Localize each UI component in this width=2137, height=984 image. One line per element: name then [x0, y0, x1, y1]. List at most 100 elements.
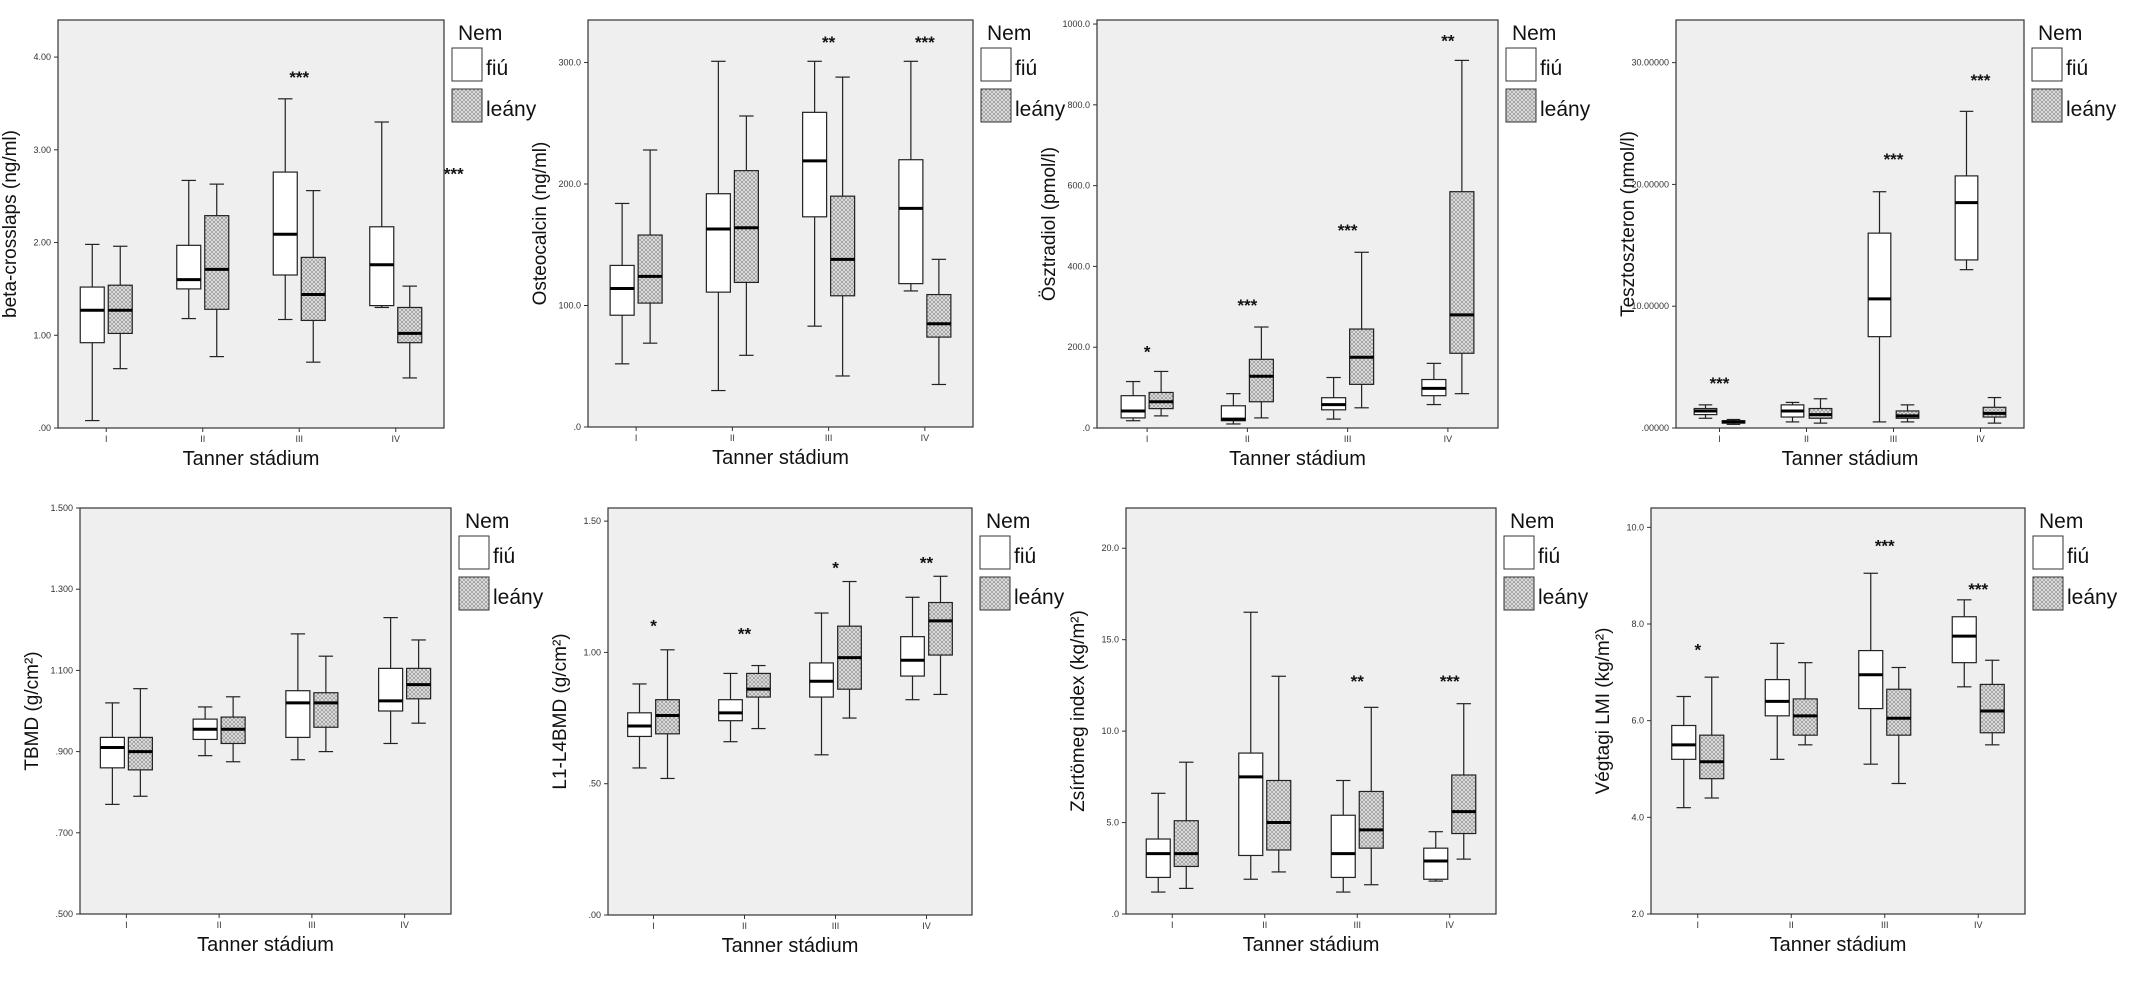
y-tick-label: 400.0	[1067, 261, 1090, 271]
legend: Nem fiú leány	[979, 510, 1065, 611]
x-axis-label: Tanner stádium	[722, 935, 859, 957]
legend: Nem fiú leány	[2031, 22, 2117, 123]
y-tick-label: .0	[1111, 909, 1119, 919]
x-tick-label: I	[635, 433, 638, 443]
x-tick-label: II	[730, 433, 735, 443]
box-female-IV	[397, 285, 423, 379]
box-male-II	[1764, 642, 1790, 760]
significance-marker: ***	[1968, 580, 1988, 599]
box-male-II	[705, 60, 731, 392]
y-tick-label: 10.0	[1626, 522, 1644, 532]
box-male-III	[802, 60, 828, 327]
y-tick-label: 10.00000	[1631, 301, 1669, 311]
significance-marker: ***	[1237, 296, 1257, 315]
iqr-box	[397, 306, 423, 344]
box-female-II	[746, 664, 771, 730]
legend-entry: leány	[2066, 98, 2117, 121]
box-male-III	[285, 633, 311, 761]
box-male-II	[176, 179, 202, 320]
box-female-II	[1266, 675, 1292, 873]
box-female-IV	[1451, 703, 1477, 860]
legend-entry: fiú	[486, 57, 508, 80]
box-female-III	[300, 190, 326, 363]
legend-swatch-male	[1505, 47, 1537, 82]
x-axis-label: Tanner stádium	[183, 448, 320, 470]
legend-swatch-male	[458, 535, 490, 570]
legend: Nem fiú leány	[458, 510, 544, 611]
x-tick-label: IV	[922, 921, 931, 931]
iqr-box	[272, 171, 298, 276]
box-female-I	[1699, 676, 1725, 799]
iqr-box	[802, 111, 828, 218]
y-axis-label: beta-crosslaps (ng/ml)	[0, 130, 21, 318]
iqr-box	[1671, 724, 1697, 760]
y-axis-label: L1-L4BMD (g/cm²)	[550, 633, 571, 789]
iqr-box	[1423, 847, 1449, 880]
legend-swatch-male	[451, 47, 483, 82]
box-female-II	[204, 183, 230, 358]
box-male-I	[1120, 380, 1146, 422]
box-female-III	[1895, 404, 1920, 423]
legend-entry: leány	[493, 586, 544, 609]
y-tick-label: 1.500	[50, 503, 73, 513]
legend-swatch-male	[2032, 535, 2064, 570]
box-male-IV	[1951, 599, 1977, 688]
legend: Nem fiú leány	[451, 22, 537, 123]
iqr-box	[1867, 232, 1892, 338]
iqr-box	[1330, 814, 1356, 879]
y-tick-label: .0	[1082, 423, 1090, 433]
legend-title: Nem	[1512, 22, 1556, 45]
x-axis-label: Tanner stádium	[1243, 934, 1380, 956]
box-male-I	[1693, 404, 1718, 419]
legend-entry: leány	[1538, 586, 1589, 609]
box-male-IV	[898, 60, 924, 292]
y-tick-label: 20.0	[1101, 543, 1119, 553]
y-tick-label: 10.0	[1101, 726, 1119, 736]
legend-entry: fiú	[1015, 57, 1037, 80]
significance-marker: *	[650, 616, 657, 635]
legend-title: Nem	[987, 22, 1031, 45]
y-tick-label: 600.0	[1067, 181, 1090, 191]
y-tick-label: 1.50	[583, 516, 601, 526]
x-tick-label: IV	[1976, 434, 1985, 444]
y-tick-label: 200.0	[1067, 342, 1090, 352]
legend-entry: leány	[1014, 586, 1065, 609]
iqr-box	[285, 690, 311, 738]
y-tick-label: 4.0	[1631, 812, 1644, 822]
iqr-box	[1266, 779, 1292, 851]
box-female-II	[220, 696, 246, 763]
iqr-box	[1951, 616, 1977, 664]
iqr-box	[1220, 405, 1246, 422]
iqr-box	[1858, 649, 1884, 710]
y-tick-label: 30.00000	[1631, 58, 1669, 68]
y-tick-label: 3.00	[33, 145, 51, 155]
iqr-box	[609, 264, 635, 316]
box-female-IV	[1979, 659, 2005, 746]
box-male-III	[809, 612, 834, 756]
box-male-I	[99, 702, 125, 805]
x-tick-label: IV	[1445, 920, 1454, 930]
significance-marker: ***	[1710, 374, 1730, 393]
legend-swatch-female	[979, 576, 1011, 611]
x-tick-label: III	[1353, 920, 1361, 930]
x-tick-label: II	[1245, 434, 1250, 444]
box-male-IV	[1423, 831, 1449, 882]
x-tick-label: I	[1146, 434, 1149, 444]
legend-entry: fiú	[1540, 57, 1562, 80]
y-tick-label: 4.00	[33, 52, 51, 62]
box-male-III	[1858, 572, 1884, 765]
box-female-I	[637, 149, 663, 344]
legend-swatch-male	[2031, 47, 2063, 82]
box-female-II	[1248, 326, 1274, 419]
x-tick-label: IV	[1974, 920, 1983, 930]
x-tick-label: IV	[391, 434, 400, 444]
box-male-IV	[1954, 110, 1979, 271]
legend-title: Nem	[465, 510, 509, 533]
box-female-I	[1173, 761, 1199, 889]
